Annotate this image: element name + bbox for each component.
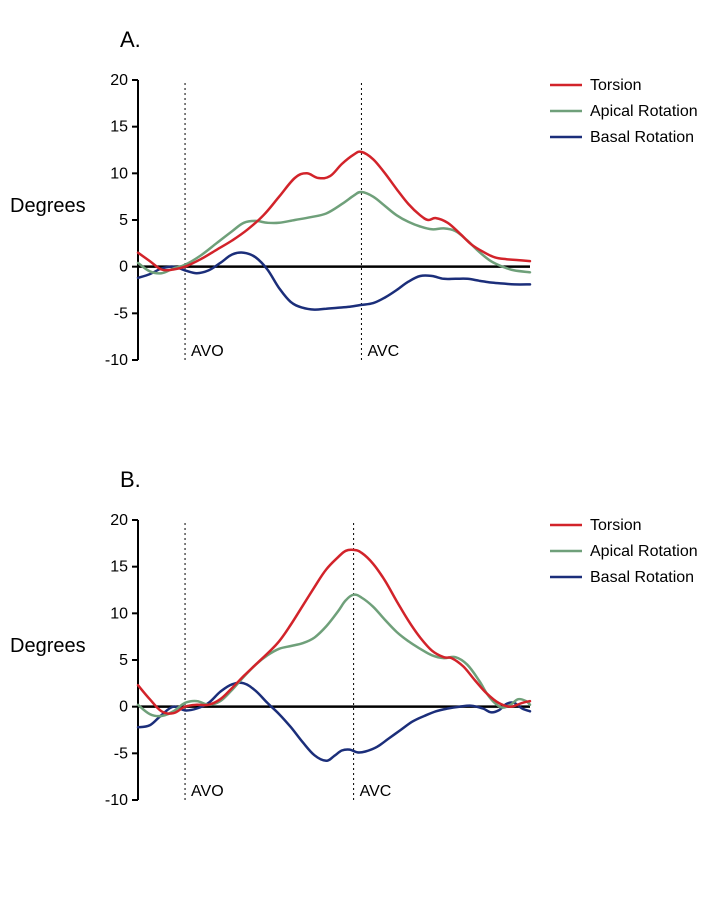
legend-label: Basal Rotation (590, 569, 694, 586)
legend-label: Torsion (590, 77, 642, 94)
y-tick-label: 0 (119, 699, 128, 716)
series-torsion (138, 152, 530, 271)
event-marker-label: AVO (191, 783, 224, 800)
panel-label-b: B. (120, 467, 141, 493)
series-basal (138, 683, 530, 761)
y-axis-label-a: Degrees (10, 195, 86, 218)
chart-panel-b: -10 -5 0 5 10 15 20 AVO AVC Torsion Apical Rotatio… (90, 495, 720, 835)
y-tick-label: 20 (110, 512, 128, 529)
legend-label: Apical Rotation (590, 543, 698, 560)
y-tick-label: 10 (110, 605, 128, 622)
y-tick-label: -5 (114, 305, 128, 322)
y-tick-label: 10 (110, 165, 128, 182)
event-marker-label: AVC (367, 343, 399, 360)
y-axis-label-b: Degrees (10, 635, 86, 658)
y-tick-label: 5 (119, 212, 128, 229)
series-torsion (138, 550, 530, 714)
legend-label: Torsion (590, 517, 642, 534)
y-tick-label: 5 (119, 652, 128, 669)
event-marker-label: AVO (191, 343, 224, 360)
y-tick-label: 20 (110, 72, 128, 89)
y-tick-label: -10 (105, 352, 128, 369)
figure-page: A. Degrees -10 -5 0 5 10 15 20 AVO AVC Torsion Api… (0, 0, 722, 899)
y-tick-label: -5 (114, 745, 128, 762)
y-tick-label: 15 (110, 119, 128, 136)
chart-panel-a: -10 -5 0 5 10 15 20 AVO AVC Torsion Apical Rotatio… (90, 55, 720, 395)
series-apical (138, 595, 530, 717)
legend-label: Apical Rotation (590, 103, 698, 120)
y-tick-label: 0 (119, 259, 128, 276)
y-tick-label: 15 (110, 559, 128, 576)
y-tick-label: -10 (105, 792, 128, 809)
event-marker-label: AVC (360, 783, 392, 800)
panel-label-a: A. (120, 27, 141, 53)
legend-label: Basal Rotation (590, 129, 694, 146)
